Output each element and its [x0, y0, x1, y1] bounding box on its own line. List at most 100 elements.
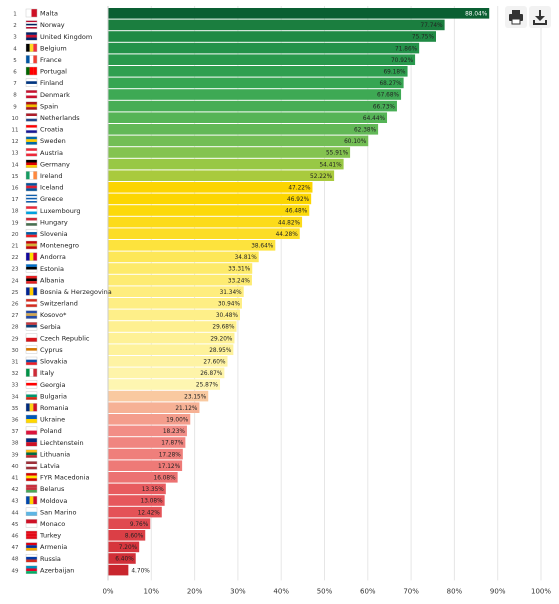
value-label: 33.24% [228, 278, 251, 284]
bar[interactable] [108, 66, 408, 77]
download-button[interactable] [529, 6, 551, 28]
rank-label: 39 [12, 452, 19, 458]
flag-icon [25, 461, 38, 470]
bar[interactable] [108, 54, 416, 65]
category-label: Azerbaijan [40, 566, 74, 574]
bar[interactable] [108, 170, 335, 181]
value-label: 44.28% [276, 232, 299, 238]
bar[interactable] [108, 228, 300, 239]
flag-icon [25, 507, 38, 516]
flag-icon [25, 8, 38, 18]
flag-icon [25, 78, 38, 87]
x-tick-label: 50% [317, 587, 333, 595]
x-tick-label: 30% [230, 587, 246, 595]
bar[interactable] [108, 379, 221, 390]
value-label: 17.87% [161, 441, 184, 447]
value-label: 29.20% [210, 336, 233, 342]
bar[interactable] [108, 402, 200, 413]
category-label: Netherlands [40, 114, 80, 122]
bar[interactable] [108, 425, 187, 437]
flag-icon [25, 229, 38, 238]
category-label: Armenia [40, 543, 67, 551]
bar[interactable] [108, 274, 252, 286]
rank-label: 25 [12, 290, 19, 296]
bar[interactable] [108, 356, 228, 367]
rank-label: 40 [12, 464, 19, 470]
bar[interactable] [108, 147, 351, 158]
value-label: 21.12% [175, 406, 198, 412]
bar[interactable] [108, 518, 151, 529]
x-tick-label: 90% [490, 587, 506, 595]
category-label: Liechtenstein [40, 439, 84, 447]
x-tick-label: 20% [187, 587, 203, 595]
print-button[interactable] [505, 6, 527, 28]
value-label: 44.82% [278, 220, 301, 226]
bar[interactable] [108, 448, 183, 460]
flag-icon [25, 542, 38, 551]
flag-icon [25, 171, 38, 180]
bar[interactable] [108, 31, 436, 42]
flag-icon [25, 275, 38, 284]
bar[interactable] [108, 193, 312, 205]
flag-icon [25, 298, 38, 308]
flag-icon [25, 32, 38, 41]
flag-icon [25, 217, 38, 227]
bar[interactable] [108, 100, 397, 112]
flag-icon [25, 287, 38, 296]
value-label: 16.08% [154, 476, 177, 482]
flag-icon [25, 66, 38, 76]
category-label: Kosovo* [40, 311, 67, 319]
bar[interactable] [108, 332, 235, 344]
bar[interactable] [108, 8, 490, 19]
flag-icon [25, 519, 38, 528]
bar[interactable] [108, 414, 191, 425]
value-label: 9.76% [130, 522, 149, 528]
bar[interactable] [108, 19, 445, 31]
category-label: Romania [40, 404, 68, 412]
bar[interactable] [108, 89, 402, 100]
flag-icon [25, 252, 38, 261]
bar[interactable] [108, 240, 276, 251]
bar[interactable] [108, 472, 178, 483]
value-label: 52.22% [310, 174, 333, 180]
bar[interactable] [108, 553, 136, 564]
bar[interactable] [108, 437, 186, 448]
value-label: 23.15% [184, 394, 207, 400]
value-label: 29.68% [212, 325, 235, 331]
rank-label: 37 [12, 429, 19, 435]
bar[interactable] [108, 506, 162, 518]
flag-icon [25, 101, 38, 111]
bar[interactable] [108, 77, 404, 89]
bar[interactable] [108, 135, 369, 147]
bar[interactable] [108, 460, 183, 471]
bar[interactable] [108, 309, 240, 321]
bar[interactable] [108, 564, 129, 576]
flag-icon [25, 496, 38, 505]
rank-label: 33 [12, 383, 19, 389]
bar[interactable] [108, 42, 420, 54]
bar[interactable] [108, 344, 234, 355]
bar[interactable] [108, 495, 165, 506]
rank-label: 6 [13, 70, 17, 76]
bar[interactable] [108, 124, 379, 135]
bar[interactable] [108, 298, 242, 309]
bar[interactable] [108, 286, 244, 297]
bar[interactable] [108, 483, 166, 495]
bar[interactable] [108, 251, 259, 263]
bar[interactable] [108, 390, 209, 402]
bar[interactable] [108, 182, 313, 193]
bar[interactable] [108, 263, 253, 274]
flag-icon [25, 530, 38, 540]
rank-label: 11 [12, 128, 19, 134]
bar[interactable] [108, 158, 344, 170]
bar[interactable] [108, 367, 225, 379]
bar[interactable] [108, 216, 303, 228]
bar[interactable] [108, 112, 388, 123]
category-label: Switzerland [40, 300, 78, 308]
flag-icon [25, 565, 38, 574]
bar[interactable] [108, 321, 237, 332]
bar[interactable] [108, 205, 310, 216]
value-label: 55.91% [326, 151, 349, 157]
bar[interactable] [108, 541, 140, 553]
bar[interactable] [108, 530, 146, 541]
